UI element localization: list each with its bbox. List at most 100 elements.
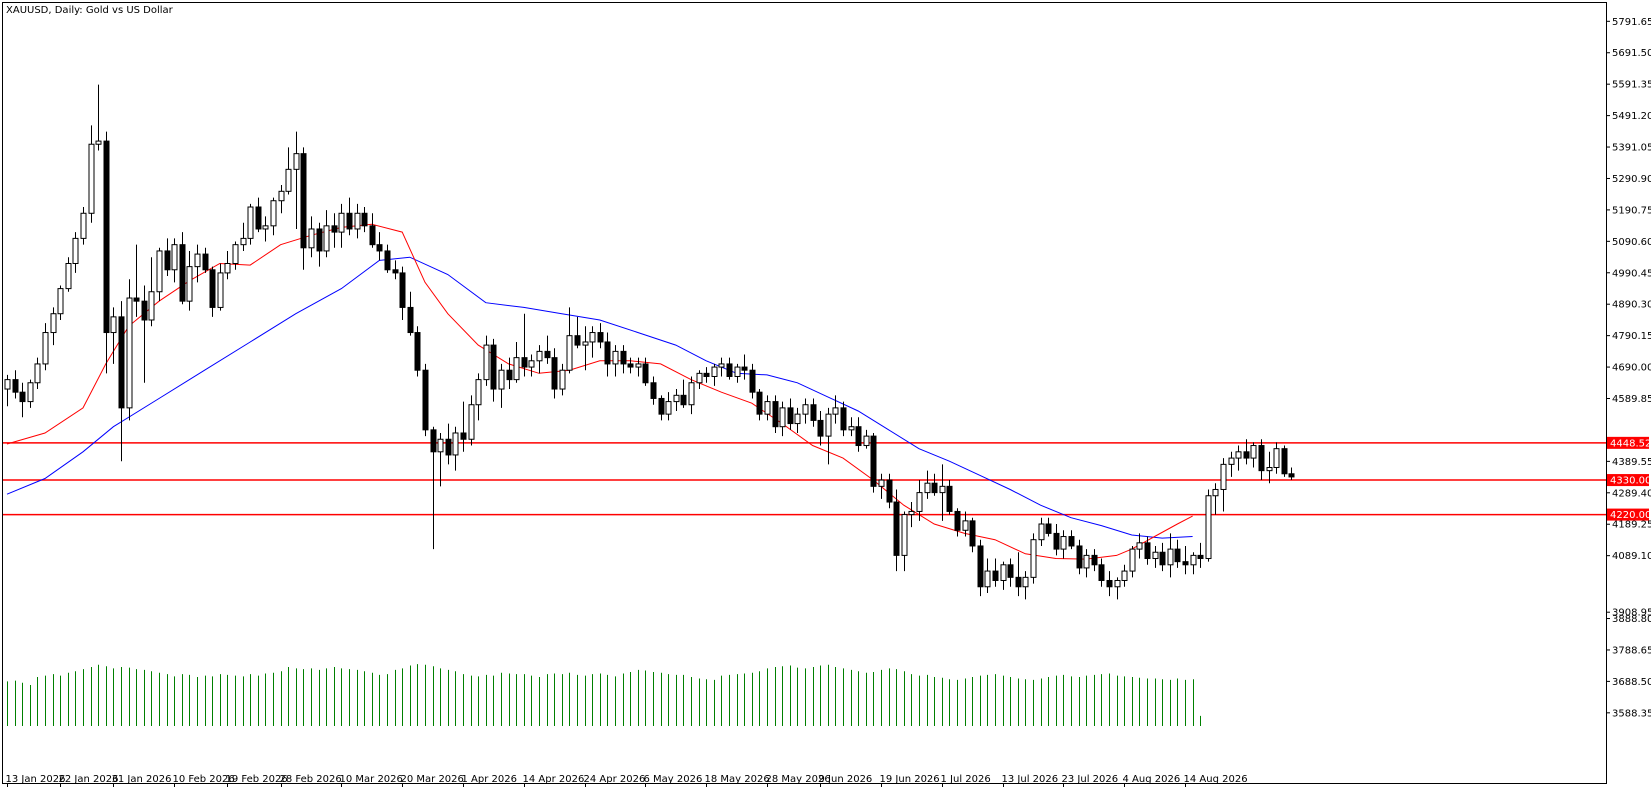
candle [688, 376, 695, 415]
candle-body-bull [1167, 548, 1174, 566]
candle-body-bull [110, 316, 117, 334]
x-tick-label: 28 May 2026 [766, 774, 831, 785]
candle [1152, 545, 1159, 568]
candle [65, 257, 72, 292]
candle-body-bear [680, 394, 687, 406]
candle-body-bull [1060, 536, 1067, 550]
candle-body-bull [536, 350, 543, 362]
y-tick-label: 3688.50 [1612, 677, 1651, 688]
candle-body-bull [285, 168, 292, 192]
candle [293, 131, 300, 229]
candle [1212, 483, 1219, 515]
candle [392, 260, 399, 280]
candle [1250, 442, 1257, 468]
candle [209, 266, 216, 317]
candle [232, 241, 239, 270]
candle-body-bear [141, 300, 148, 321]
candle [528, 354, 535, 377]
candle-body-bear [407, 306, 414, 334]
candle-body-bull [513, 357, 520, 381]
candle [544, 335, 551, 364]
candle [354, 203, 361, 239]
candle-body-bull [1228, 457, 1235, 465]
candle-body-bear [1091, 554, 1098, 566]
candle [741, 354, 748, 380]
candle-body-bear [430, 429, 437, 453]
candle [612, 345, 619, 377]
level-price-tag: 4220.00 [1607, 508, 1651, 521]
plot-frame [2, 2, 1607, 784]
candlesticks [4, 84, 1295, 600]
candle [901, 511, 908, 572]
candle-body-bear [19, 391, 26, 403]
candle-body-bear [445, 438, 452, 456]
candle [194, 244, 201, 283]
candle-body-bull [1190, 554, 1197, 566]
candle [224, 250, 231, 280]
candle [118, 301, 125, 462]
candle-body-bear [992, 570, 999, 581]
candle [1083, 549, 1090, 578]
ma-slow-line [6, 256, 1193, 539]
candle [916, 480, 923, 521]
candle-body-bear [392, 269, 399, 274]
candle [703, 367, 710, 383]
y-tick-label: 4189.25 [1612, 520, 1651, 531]
candle [19, 382, 26, 418]
candle [787, 398, 794, 430]
candle-body-bear [772, 401, 779, 428]
candle [1121, 564, 1128, 587]
candle [1053, 523, 1060, 556]
candle-body-bull [452, 432, 459, 456]
candle [300, 147, 307, 270]
candle-body-bull [1152, 551, 1159, 560]
candle-body-bear [551, 357, 558, 390]
candle-body-bear [650, 382, 657, 399]
y-tick-label: 5791.65 [1612, 17, 1651, 28]
candle-body-bull [718, 363, 725, 368]
y-tick-label: 4890.30 [1612, 300, 1651, 311]
x-tick-label: 10 Feb 2026 [173, 774, 235, 785]
candle [186, 250, 193, 311]
candle [673, 389, 680, 412]
price-axis[interactable]: 5791.65 5691.50 5591.35 5491.20 5391.05 5290.… [1606, 17, 1651, 720]
x-tick-label: 1 Jul 2026 [941, 774, 991, 785]
candle [650, 376, 657, 405]
candle [642, 357, 649, 386]
candle-body-bear [300, 153, 307, 249]
candle-body-bear [1098, 564, 1105, 581]
candle-body-bear [1045, 523, 1052, 534]
candle-body-bull [262, 225, 269, 230]
x-tick-label: 31 Jan 2026 [112, 774, 172, 785]
candle-body-bull [734, 366, 741, 377]
y-tick-label: 5391.05 [1612, 143, 1651, 154]
candle-body-bear [1106, 579, 1113, 588]
candle [34, 357, 41, 390]
y-tick-label: 4790.15 [1612, 331, 1651, 342]
candle [886, 473, 893, 509]
candle [1159, 542, 1166, 572]
candle-body-bear [597, 332, 604, 343]
candle [840, 401, 847, 437]
candle-body-bull [475, 379, 482, 406]
candle-body-bull [50, 313, 57, 334]
candle-body-bull [4, 379, 11, 390]
candle-body-bull [1212, 488, 1219, 497]
level-price-tags: 4448.52 4330.00 4220.00 [1607, 436, 1651, 521]
candle-body-bear [810, 404, 817, 421]
candle-body-bull [1129, 548, 1136, 572]
candle-body-bull [802, 404, 809, 415]
candle [346, 197, 353, 236]
candle-body-bear [741, 366, 748, 371]
candle-body-bear [384, 250, 391, 271]
candle [1288, 467, 1295, 481]
candle [977, 539, 984, 597]
candle [1045, 517, 1052, 537]
candle-body-bull [916, 492, 923, 512]
candle-body-bull [825, 413, 832, 437]
candle-body-bull [217, 272, 224, 308]
candle-body-bear [506, 369, 513, 381]
horizontal-levels[interactable] [3, 442, 1606, 516]
